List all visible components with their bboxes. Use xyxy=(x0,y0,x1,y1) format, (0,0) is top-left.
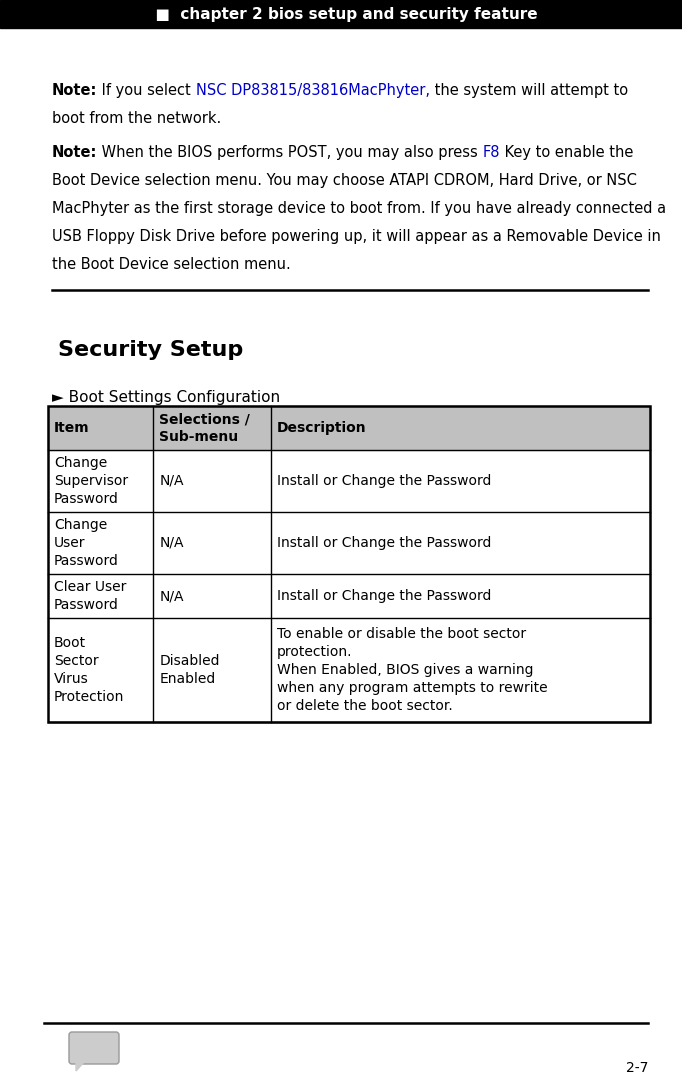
Text: the system will attempt to: the system will attempt to xyxy=(430,83,628,98)
Text: Boot
Sector
Virus
Protection: Boot Sector Virus Protection xyxy=(54,637,124,704)
Text: N/A: N/A xyxy=(160,589,184,603)
Text: Security Setup: Security Setup xyxy=(58,340,243,360)
Text: If you select: If you select xyxy=(98,83,196,98)
Text: Install or Change the Password: Install or Change the Password xyxy=(277,474,491,488)
Text: MacPhyter as the first storage device to boot from. If you have already connecte: MacPhyter as the first storage device to… xyxy=(52,201,666,216)
Text: Item: Item xyxy=(54,421,89,435)
Text: F8: F8 xyxy=(483,145,501,160)
Text: Boot Device selection menu. You may choose ATAPI CDROM, Hard Drive, or NSC: Boot Device selection menu. You may choo… xyxy=(52,173,637,187)
Bar xyxy=(0,0,682,28)
Text: Selections /
Sub-menu: Selections / Sub-menu xyxy=(160,412,250,444)
Text: the Boot Device selection menu.: the Boot Device selection menu. xyxy=(52,257,291,272)
Text: boot from the network.: boot from the network. xyxy=(52,111,221,126)
Text: To enable or disable the boot sector
protection.
When Enabled, BIOS gives a warn: To enable or disable the boot sector pro… xyxy=(277,628,548,713)
Text: Disabled
Enabled: Disabled Enabled xyxy=(160,654,220,686)
Polygon shape xyxy=(76,1061,85,1071)
Text: USB Floppy Disk Drive before powering up, it will appear as a Removable Device i: USB Floppy Disk Drive before powering up… xyxy=(52,229,661,244)
Text: Install or Change the Password: Install or Change the Password xyxy=(277,536,491,550)
Text: Description: Description xyxy=(277,421,366,435)
Text: ■  chapter 2 bios setup and security feature: ■ chapter 2 bios setup and security feat… xyxy=(145,7,537,22)
Text: Change
User
Password: Change User Password xyxy=(54,518,119,568)
Text: Clear User
Password: Clear User Password xyxy=(54,580,126,611)
Text: NSC DP83815/83816MacPhyter,: NSC DP83815/83816MacPhyter, xyxy=(196,83,430,98)
Bar xyxy=(48,405,650,450)
Text: 2-7: 2-7 xyxy=(625,1061,648,1075)
Text: Note:: Note: xyxy=(52,83,98,98)
Text: Change
Supervisor
Password: Change Supervisor Password xyxy=(54,456,128,506)
Text: ► Boot Settings Configuration: ► Boot Settings Configuration xyxy=(52,390,280,405)
Text: When the BIOS performs POST, you may also press: When the BIOS performs POST, you may als… xyxy=(98,145,483,160)
Text: N/A: N/A xyxy=(160,536,184,550)
Text: N/A: N/A xyxy=(160,474,184,488)
Text: Note:: Note: xyxy=(52,145,98,160)
Text: Key to enable the: Key to enable the xyxy=(501,145,634,160)
Bar xyxy=(48,405,650,722)
Text: Install or Change the Password: Install or Change the Password xyxy=(277,589,491,603)
FancyBboxPatch shape xyxy=(69,1032,119,1064)
